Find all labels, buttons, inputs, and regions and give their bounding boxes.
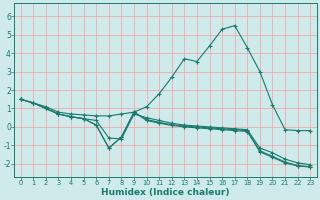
X-axis label: Humidex (Indice chaleur): Humidex (Indice chaleur) (101, 188, 230, 197)
